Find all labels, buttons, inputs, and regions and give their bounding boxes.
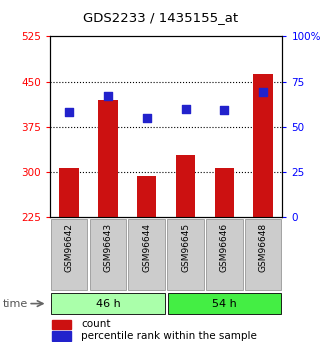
- Bar: [215, 168, 234, 217]
- Point: [66, 109, 72, 115]
- Point: [144, 115, 149, 120]
- Bar: [168, 293, 281, 314]
- Point: [183, 106, 188, 111]
- Bar: [52, 320, 71, 329]
- Bar: [52, 332, 71, 341]
- Text: GSM96644: GSM96644: [142, 223, 151, 272]
- Bar: [98, 100, 117, 217]
- Point: [105, 93, 110, 99]
- Text: GSM96645: GSM96645: [181, 223, 190, 272]
- Bar: [51, 293, 165, 314]
- Point: [261, 90, 266, 95]
- Bar: [206, 219, 243, 290]
- Text: count: count: [81, 319, 111, 329]
- Text: 54 h: 54 h: [212, 299, 237, 308]
- Bar: [137, 176, 156, 217]
- Text: percentile rank within the sample: percentile rank within the sample: [81, 331, 257, 341]
- Text: GSM96642: GSM96642: [65, 223, 74, 272]
- Text: 46 h: 46 h: [96, 299, 120, 308]
- Text: GSM96643: GSM96643: [103, 223, 112, 272]
- Text: GSM96646: GSM96646: [220, 223, 229, 272]
- Text: GDS2233 / 1435155_at: GDS2233 / 1435155_at: [83, 11, 238, 24]
- Text: GSM96648: GSM96648: [259, 223, 268, 272]
- Point: [222, 108, 227, 113]
- Bar: [51, 219, 87, 290]
- Bar: [90, 219, 126, 290]
- Text: time: time: [3, 299, 29, 308]
- Bar: [59, 168, 79, 217]
- Bar: [176, 155, 195, 217]
- Bar: [167, 219, 204, 290]
- Bar: [128, 219, 165, 290]
- Bar: [253, 74, 273, 217]
- Bar: [245, 219, 281, 290]
